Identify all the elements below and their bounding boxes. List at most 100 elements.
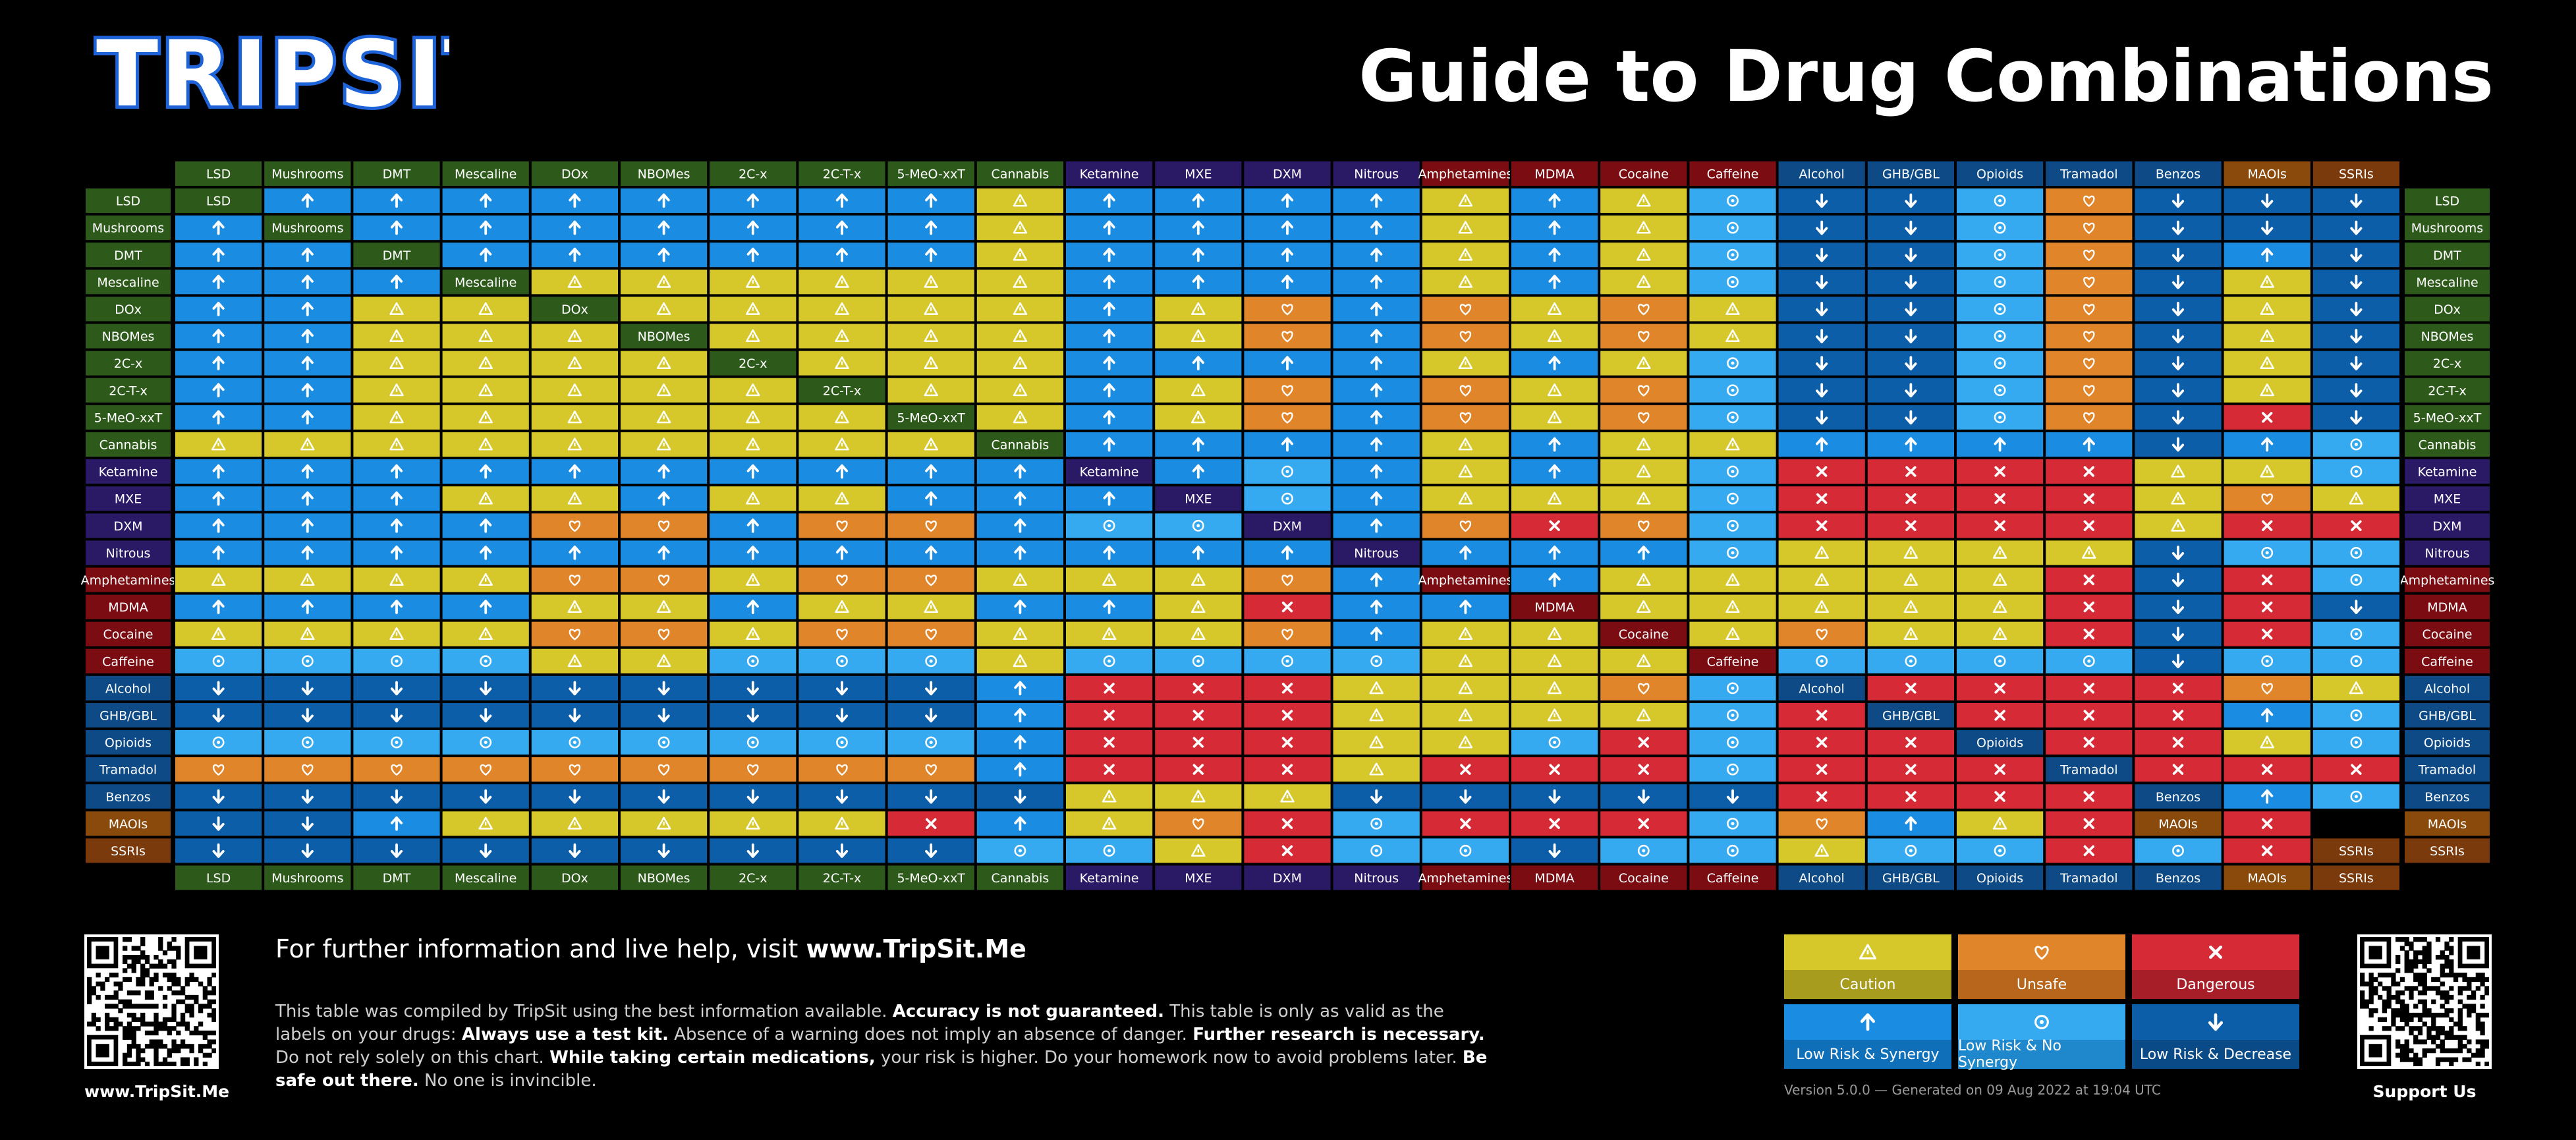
cell-2c-t-x-dox-caution[interactable]	[530, 376, 619, 404]
cell-ssris-dox-decrease[interactable]	[530, 837, 619, 865]
cell-dmt-mxe-synergy[interactable]	[1154, 241, 1243, 269]
cell-2c-x-nbomes-caution[interactable]	[619, 349, 709, 377]
cell-tramadol-ketamine-dangerous[interactable]	[1065, 756, 1154, 784]
cell-maois-caffeine-no-synergy[interactable]	[1688, 810, 1778, 838]
cell-dxm-nbomes-unsafe[interactable]	[619, 512, 709, 540]
cell-nbomes-cannabis-caution[interactable]	[975, 322, 1065, 350]
cell-cocaine-benzos-decrease[interactable]	[2133, 620, 2223, 648]
cell-opioids-dmt-no-synergy[interactable]	[352, 729, 441, 756]
cell-cocaine-ketamine-caution[interactable]	[1065, 620, 1154, 648]
cell-dmt-opioids-no-synergy[interactable]	[1955, 241, 2045, 269]
cell-mdma-tramadol-dangerous[interactable]	[2044, 593, 2134, 621]
cell-mushrooms-mescaline-synergy[interactable]	[441, 214, 530, 242]
cell-dxm-2c-x-synergy[interactable]	[708, 512, 798, 540]
cell-mushrooms-ketamine-synergy[interactable]	[1065, 214, 1154, 242]
cell-2c-x-dmt-caution[interactable]	[352, 349, 441, 377]
cell-maois-cocaine-dangerous[interactable]	[1599, 810, 1689, 838]
cell-nitrous-benzos-decrease[interactable]	[2133, 539, 2223, 567]
cell-alcohol-5-meo-xxt-decrease[interactable]	[886, 674, 976, 702]
cell-ketamine-nitrous-synergy[interactable]	[1331, 458, 1421, 486]
cell-maois-ssris-undefined[interactable]	[2311, 810, 2401, 838]
cell-nitrous-alcohol-caution[interactable]	[1777, 539, 1866, 567]
cell-benzos-5-meo-xxt-decrease[interactable]	[886, 783, 976, 811]
cell-2c-x-cannabis-caution[interactable]	[975, 349, 1065, 377]
cell-mescaline-nitrous-synergy[interactable]	[1331, 268, 1421, 296]
cell-cannabis-opioids-synergy[interactable]	[1955, 430, 2045, 459]
cell-alcohol-mushrooms-decrease[interactable]	[263, 674, 352, 702]
cell-2c-t-x-opioids-no-synergy[interactable]	[1955, 376, 2045, 404]
cell-caffeine-dmt-no-synergy[interactable]	[352, 647, 441, 675]
cell-cocaine-lsd-caution[interactable]	[174, 620, 264, 648]
qr-code-support[interactable]	[2357, 934, 2492, 1069]
cell-opioids-ketamine-dangerous[interactable]	[1065, 729, 1154, 756]
cell-opioids-tramadol-dangerous[interactable]	[2044, 729, 2134, 756]
cell-nbomes-dox-caution[interactable]	[530, 322, 619, 350]
cell-alcohol-mdma-caution[interactable]	[1510, 674, 1600, 702]
cell-mescaline-mxe-synergy[interactable]	[1154, 268, 1243, 296]
cell-amphetamines-2c-x-caution[interactable]	[708, 566, 798, 594]
cell-2c-x-dox-caution[interactable]	[530, 349, 619, 377]
cell-caffeine-amphetamines-caution[interactable]	[1420, 647, 1511, 675]
cell-amphetamines-mescaline-caution[interactable]	[441, 566, 530, 594]
cell-maois-maois-dangerous[interactable]	[2222, 810, 2312, 838]
cell-ghb-gbl-alcohol-dangerous[interactable]	[1777, 701, 1866, 729]
cell-cocaine-nbomes-unsafe[interactable]	[619, 620, 709, 648]
cell-ghb-gbl-opioids-dangerous[interactable]	[1955, 701, 2045, 729]
cell-ghb-gbl-tramadol-dangerous[interactable]	[2044, 701, 2134, 729]
cell-ssris-alcohol-caution[interactable]	[1777, 837, 1866, 865]
cell-tramadol-cannabis-synergy[interactable]	[975, 756, 1065, 784]
cell-mdma-dxm-dangerous[interactable]	[1243, 593, 1332, 621]
cell-mescaline-lsd-synergy[interactable]	[174, 268, 264, 296]
cell-mushrooms-amphetamines-caution[interactable]	[1420, 214, 1511, 242]
cell-ssris-mushrooms-decrease[interactable]	[263, 837, 352, 865]
cell-nitrous-lsd-synergy[interactable]	[174, 539, 264, 567]
cell-5-meo-xxt-ketamine-synergy[interactable]	[1065, 403, 1154, 431]
cell-amphetamines-2c-t-x-unsafe[interactable]	[797, 566, 887, 594]
cell-mxe-maois-unsafe[interactable]	[2222, 485, 2312, 513]
cell-ketamine-cocaine-caution[interactable]	[1599, 458, 1689, 486]
cell-5-meo-xxt-benzos-decrease[interactable]	[2133, 403, 2223, 431]
cell-caffeine-ketamine-no-synergy[interactable]	[1065, 647, 1154, 675]
cell-mescaline-mushrooms-synergy[interactable]	[263, 268, 352, 296]
cell-amphetamines-5-meo-xxt-unsafe[interactable]	[886, 566, 976, 594]
cell-mushrooms-nitrous-synergy[interactable]	[1331, 214, 1421, 242]
cell-cocaine-caffeine-caution[interactable]	[1688, 620, 1778, 648]
cell-cocaine-dox-unsafe[interactable]	[530, 620, 619, 648]
cell-5-meo-xxt-ghb-gbl-decrease[interactable]	[1866, 403, 1956, 431]
cell-5-meo-xxt-nitrous-synergy[interactable]	[1331, 403, 1421, 431]
cell-ghb-gbl-dox-decrease[interactable]	[530, 701, 619, 729]
cell-benzos-amphetamines-decrease[interactable]	[1420, 783, 1511, 811]
cell-ketamine-mdma-synergy[interactable]	[1510, 458, 1600, 486]
cell-dox-nitrous-synergy[interactable]	[1331, 295, 1421, 323]
cell-benzos-mushrooms-decrease[interactable]	[263, 783, 352, 811]
cell-mescaline-ssris-decrease[interactable]	[2311, 268, 2401, 296]
cell-mxe-alcohol-dangerous[interactable]	[1777, 485, 1866, 513]
cell-lsd-benzos-decrease[interactable]	[2133, 187, 2223, 215]
cell-nitrous-dmt-synergy[interactable]	[352, 539, 441, 567]
cell-maois-tramadol-dangerous[interactable]	[2044, 810, 2134, 838]
cell-mushrooms-cocaine-caution[interactable]	[1599, 214, 1689, 242]
cell-dmt-mushrooms-synergy[interactable]	[263, 241, 352, 269]
cell-mushrooms-5-meo-xxt-synergy[interactable]	[886, 214, 976, 242]
cell-tramadol-mescaline-unsafe[interactable]	[441, 756, 530, 784]
cell-dox-mushrooms-synergy[interactable]	[263, 295, 352, 323]
cell-nbomes-ghb-gbl-decrease[interactable]	[1866, 322, 1956, 350]
cell-benzos-caffeine-decrease[interactable]	[1688, 783, 1778, 811]
cell-dmt-maois-synergy[interactable]	[2222, 241, 2312, 269]
cell-ketamine-dox-synergy[interactable]	[530, 458, 619, 486]
cell-amphetamines-ssris-no-synergy[interactable]	[2311, 566, 2401, 594]
cell-opioids-amphetamines-caution[interactable]	[1420, 729, 1511, 756]
cell-2c-t-x-cannabis-caution[interactable]	[975, 376, 1065, 404]
cell-nbomes-5-meo-xxt-caution[interactable]	[886, 322, 976, 350]
cell-tramadol-mdma-dangerous[interactable]	[1510, 756, 1600, 784]
cell-mxe-dmt-synergy[interactable]	[352, 485, 441, 513]
cell-dxm-ketamine-no-synergy[interactable]	[1065, 512, 1154, 540]
cell-dxm-dox-unsafe[interactable]	[530, 512, 619, 540]
cell-2c-x-lsd-synergy[interactable]	[174, 349, 264, 377]
cell-5-meo-xxt-mxe-caution[interactable]	[1154, 403, 1243, 431]
cell-nitrous-ghb-gbl-caution[interactable]	[1866, 539, 1956, 567]
cell-caffeine-5-meo-xxt-no-synergy[interactable]	[886, 647, 976, 675]
cell-benzos-alcohol-dangerous[interactable]	[1777, 783, 1866, 811]
cell-lsd-dxm-synergy[interactable]	[1243, 187, 1332, 215]
cell-5-meo-xxt-maois-dangerous[interactable]	[2222, 403, 2312, 431]
